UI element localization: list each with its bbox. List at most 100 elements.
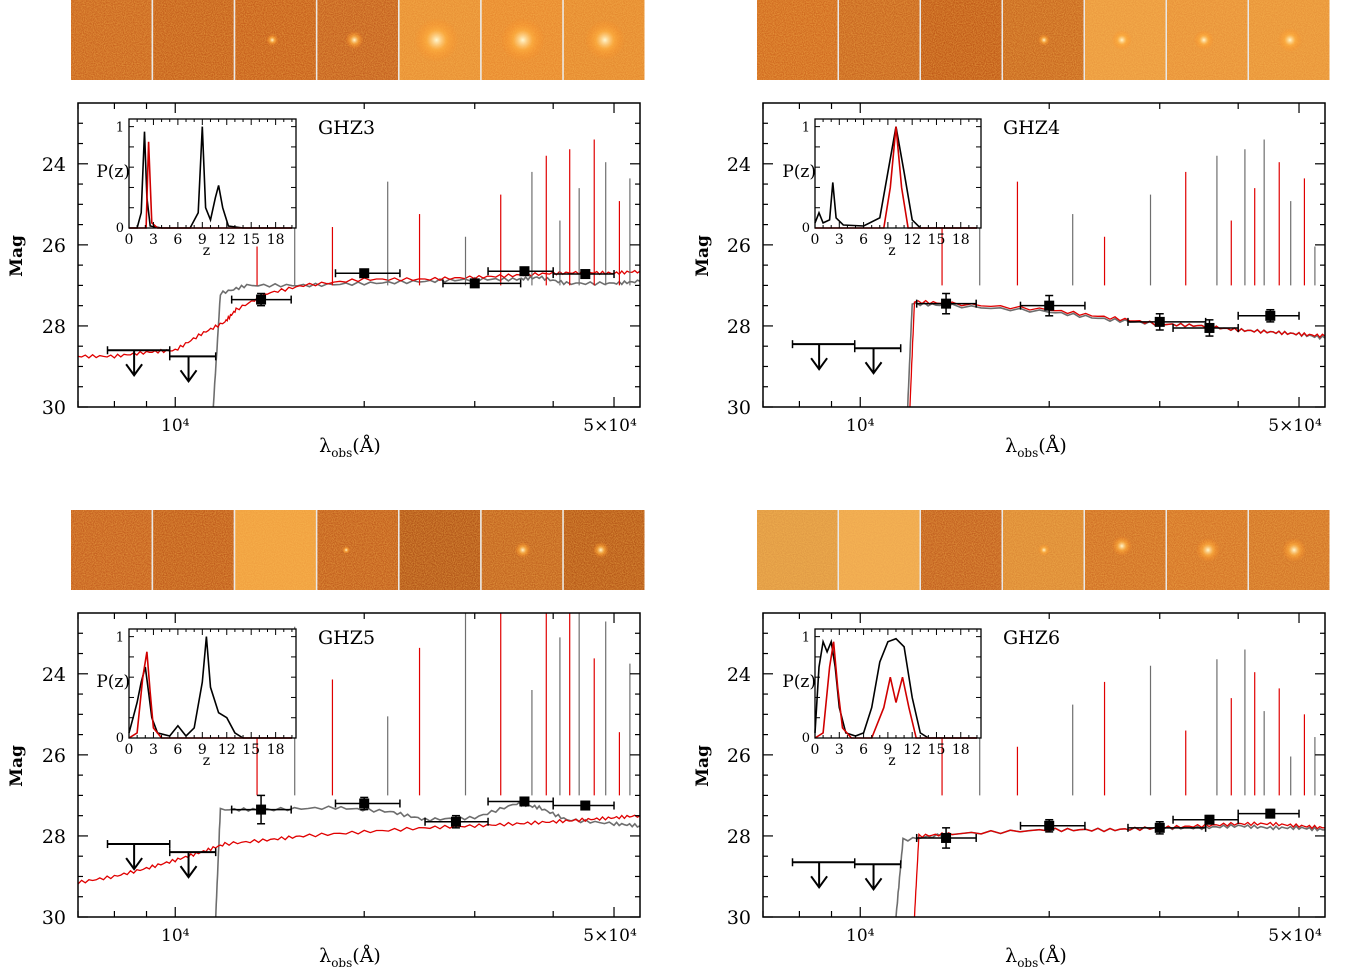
x-tick-label: 10⁴ [161, 416, 190, 436]
stamp-noise [153, 510, 234, 590]
inset-x-tick-label: 6 [173, 232, 182, 248]
limit-arrow-head [864, 361, 883, 375]
source-blob [345, 31, 364, 49]
point-marker [256, 294, 267, 305]
upper-limit [791, 858, 856, 889]
panel-title: GHZ5 [318, 627, 375, 649]
x-tick-label: 10⁴ [846, 926, 875, 946]
y-tick-label: 30 [727, 397, 751, 419]
source-blob [1282, 538, 1307, 562]
point-marker [580, 800, 591, 811]
y-tick-label: 30 [727, 907, 751, 929]
x-axis: 10⁴ 5×10⁴ [77, 613, 637, 946]
inset-x-tick-label: 3 [149, 232, 158, 248]
plot-frame [762, 102, 1326, 408]
stamp-noise [235, 510, 316, 590]
upper-limit [853, 344, 902, 375]
x-tick-label: 10⁴ [161, 926, 190, 946]
stamp-noise [921, 510, 1002, 590]
inset-x-tick-label: 0 [811, 742, 820, 758]
y-tick-label: 28 [727, 316, 751, 338]
x-tick-label: 5×10⁴ [1268, 416, 1322, 436]
detection-point [1172, 319, 1239, 337]
detection-point [1127, 820, 1207, 835]
x-axis-label: λobs(Å) [319, 945, 381, 970]
inset-x-tick-label: 12 [903, 742, 921, 758]
point-marker [359, 798, 370, 809]
upper-limit [106, 840, 171, 871]
source-blob [500, 18, 545, 62]
stamp-noise [153, 0, 234, 80]
point-marker [1044, 300, 1055, 311]
point-marker [1044, 820, 1055, 831]
y-tick-label: 28 [42, 826, 66, 848]
point-marker [256, 804, 267, 815]
detection-point [1127, 313, 1207, 331]
inset-frame [128, 118, 297, 229]
point-marker [359, 268, 370, 279]
plot-frame [77, 612, 641, 918]
detection-point [1019, 294, 1086, 317]
inset-x-tick-label: 9 [883, 742, 892, 758]
inset-y-tick-label: 0 [116, 731, 124, 746]
source-blob [592, 542, 609, 558]
inset-y-tick-label: 0 [802, 731, 810, 746]
x-axis-label: λobs(Å) [319, 435, 381, 460]
detection-point [552, 800, 615, 811]
image-strip [757, 0, 1330, 80]
detection-point [552, 269, 615, 280]
inset-y-label: P(z) [782, 162, 816, 182]
inset-y-tick-label: 1 [116, 631, 124, 646]
limit-arrow-head [179, 369, 198, 384]
plot-frame [762, 612, 1326, 918]
stamp-noise [399, 510, 481, 590]
panel-title: GHZ3 [318, 117, 375, 139]
limit-arrow-head [125, 857, 143, 871]
limit-arrow-head [125, 363, 143, 377]
inset-frame [128, 628, 297, 739]
x-axis-label: λobs(Å) [1005, 435, 1067, 460]
emission-spikes [256, 139, 631, 286]
detection-point [1237, 808, 1300, 819]
inset-x-tick-label: 6 [859, 742, 868, 758]
point-marker [1154, 316, 1165, 327]
y-axis-label: Mag [7, 745, 27, 787]
source-blob [1278, 28, 1302, 52]
x-tick-label: 5×10⁴ [583, 926, 637, 946]
inset-x-label: z [203, 753, 210, 769]
stamp-noise [839, 0, 920, 80]
point-marker [941, 298, 952, 309]
y-tick-label: 30 [42, 907, 66, 929]
inset-x-tick-label: 12 [903, 232, 921, 248]
inset-x-tick-label: 6 [173, 742, 182, 758]
point-marker [580, 269, 591, 280]
source-blob [1193, 30, 1214, 50]
limit-arrow-head [810, 357, 828, 371]
source-blob [1111, 536, 1132, 556]
y-tick-label: 24 [42, 154, 66, 176]
inset-x-tick-label: 0 [125, 232, 134, 248]
limit-arrow-head [179, 865, 198, 879]
y-tick-label: 30 [42, 397, 66, 419]
inset-x-tick-label: 15 [928, 742, 946, 758]
source-blob [266, 34, 279, 46]
image-strip [71, 0, 645, 80]
inset-x-tick-label: 0 [811, 232, 820, 248]
inset-x-tick-label: 9 [198, 232, 207, 248]
inset-x-tick-label: 3 [149, 742, 158, 758]
emission-spikes [941, 649, 1316, 796]
detection-point [230, 794, 292, 825]
inset-frame [814, 118, 982, 229]
x-axis-label: λobs(Å) [1005, 945, 1067, 970]
inset-y-tick-label: 0 [116, 221, 124, 236]
upper-limit [853, 860, 902, 892]
x-axis: 10⁴ 5×10⁴ [77, 103, 637, 436]
model-highz-line [78, 269, 640, 359]
detection-point [915, 292, 977, 315]
